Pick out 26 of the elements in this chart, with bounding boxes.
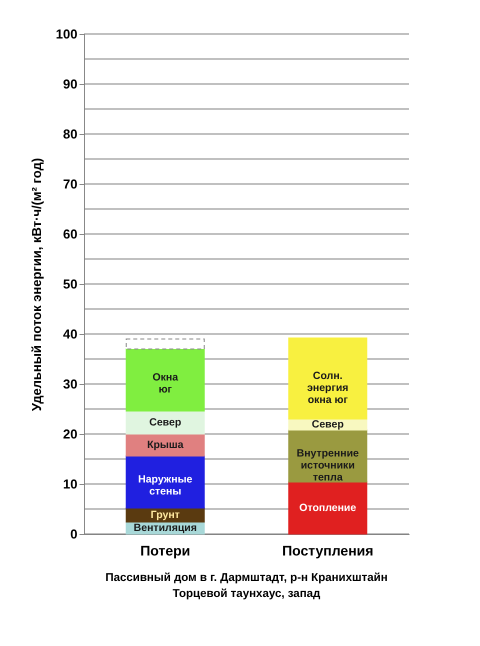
x-tick-label: Поступления xyxy=(282,542,374,558)
series-label: Грунт xyxy=(150,509,180,521)
series-label: Наружные стены xyxy=(138,474,193,498)
y-tick-label: 30 xyxy=(63,376,78,392)
y-axis-title: Удельный поток энергии, кВт·ч/(м² год) xyxy=(28,158,44,412)
y-tick-label: 20 xyxy=(63,426,78,442)
y-tick-label: 80 xyxy=(63,126,78,142)
x-tick-label: Потери xyxy=(140,542,190,558)
series-label: Окна юг xyxy=(152,372,178,396)
y-tick-label: 90 xyxy=(63,76,78,92)
series-label: Солн. энергия окна юг xyxy=(307,370,348,406)
series-label: Север xyxy=(149,416,182,428)
y-tick-label: 40 xyxy=(63,326,78,342)
series-label: Отопление xyxy=(299,502,356,514)
y-tick-label: 0 xyxy=(70,526,78,542)
series-label: Север xyxy=(312,418,344,430)
y-tick-label: 10 xyxy=(63,476,78,492)
y-tick-label: 70 xyxy=(63,176,78,192)
y-tick-label: 100 xyxy=(56,26,78,42)
series-label: Вентиляция xyxy=(134,522,197,534)
series-label: Внутренние источники тепла xyxy=(296,448,360,484)
y-tick-label: 50 xyxy=(63,276,78,292)
series-label: Крыша xyxy=(147,439,184,451)
text: Торцевой таунхаус, запад xyxy=(172,588,322,600)
text: Пассивный дом в г. Дармштадт, р-н Кранихштайн xyxy=(105,572,388,584)
y-tick-label: 60 xyxy=(63,226,78,242)
